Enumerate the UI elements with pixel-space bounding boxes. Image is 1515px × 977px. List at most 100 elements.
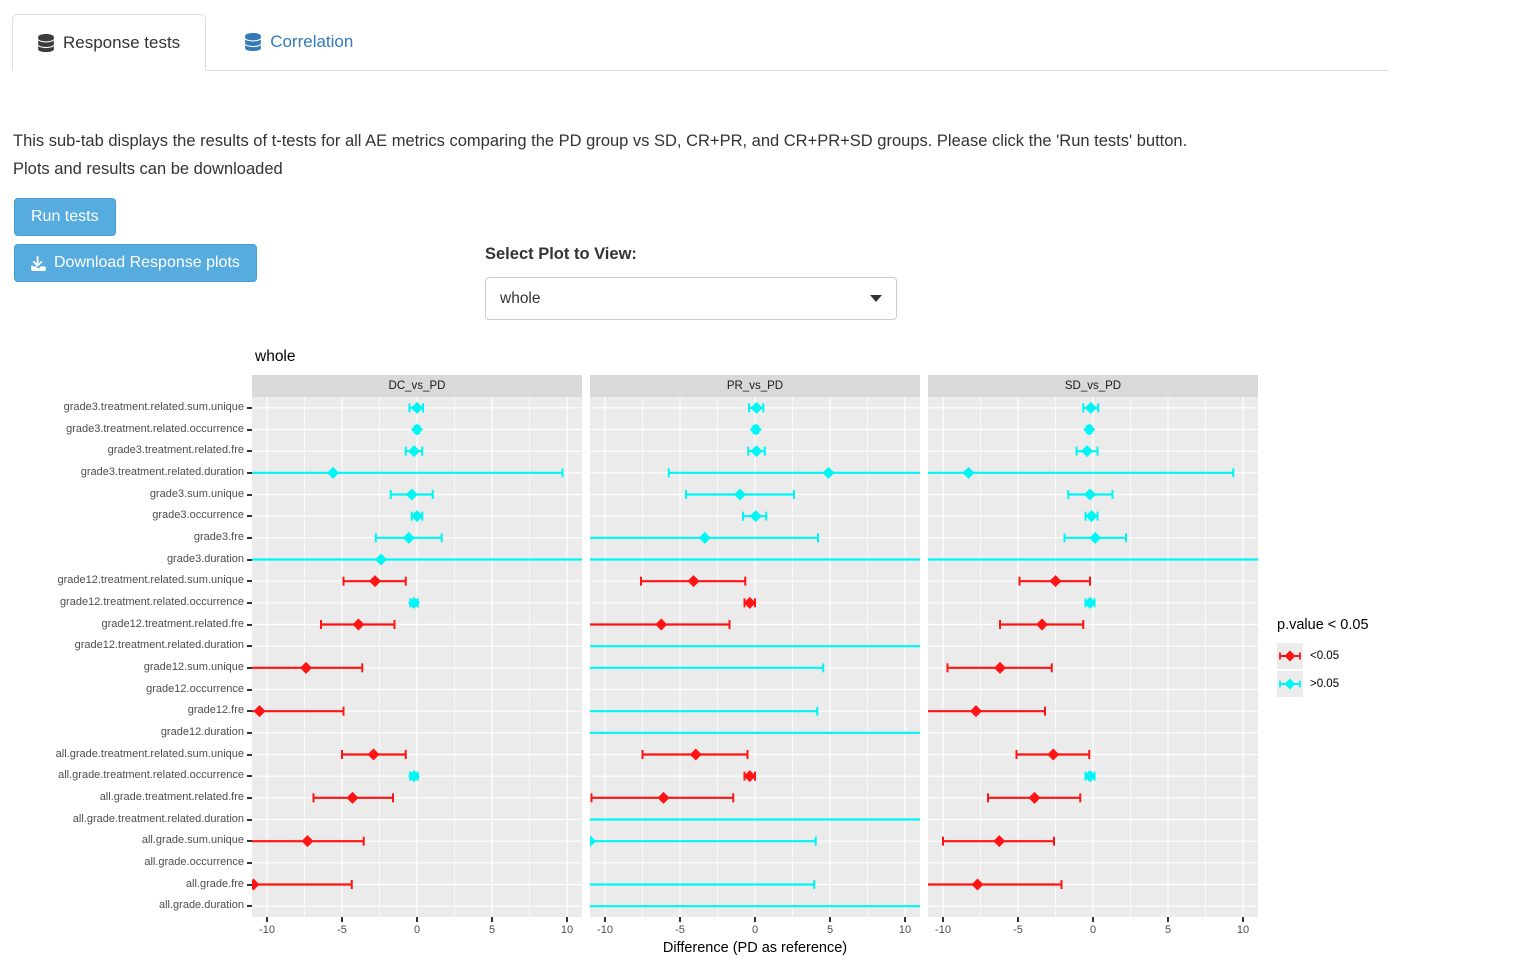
- plot-selector-dropdown[interactable]: whole: [485, 277, 897, 320]
- estimate-diamond: [743, 596, 756, 609]
- legend-key-not-significant: >0.05: [1277, 671, 1369, 697]
- y-axis-label: grade12.treatment.related.duration: [74, 639, 244, 652]
- x-axis-label: 5: [1164, 924, 1172, 936]
- estimate-diamond: [346, 791, 359, 804]
- y-axis-label: grade3.sum.unique: [149, 487, 244, 500]
- y-axis-tick: [247, 645, 252, 648]
- estimate-diamond: [1047, 748, 1060, 761]
- x-axis-tick: [942, 917, 944, 922]
- y-axis-label: grade3.fre: [193, 530, 244, 543]
- estimate-diamond: [411, 401, 423, 414]
- estimate-diamond: [734, 488, 746, 501]
- estimate-diamond: [1036, 618, 1048, 631]
- estimate-diamond: [301, 835, 314, 848]
- subtab-description: This sub-tab displays the results of t-t…: [13, 127, 1403, 183]
- x-axis-tick: [266, 917, 268, 922]
- y-axis-label: all.grade.sum.unique: [141, 834, 244, 847]
- plot-selector-label: Select Plot to View:: [485, 245, 637, 263]
- estimate-diamond: [822, 466, 835, 479]
- estimate-diamond: [1028, 791, 1041, 804]
- estimate-diamond: [1084, 488, 1096, 501]
- tab-label: Correlation: [270, 32, 354, 51]
- x-axis-tick: [904, 917, 906, 922]
- y-axis-label: all.grade.duration: [158, 899, 244, 912]
- y-axis-tick: [247, 406, 252, 409]
- y-axis-tick: [247, 580, 252, 583]
- database-icon: [38, 33, 54, 52]
- y-axis-label: all.grade.treatment.related.sum.unique: [55, 747, 244, 760]
- y-axis-tick: [247, 471, 252, 474]
- description-line-1: This sub-tab displays the results of t-t…: [13, 132, 1188, 150]
- x-axis-tick: [1092, 917, 1094, 922]
- estimate-diamond: [994, 661, 1006, 674]
- estimate-diamond: [971, 878, 984, 891]
- x-axis-label: -10: [259, 924, 275, 936]
- y-axis-tick: [247, 666, 252, 669]
- estimate-diamond: [408, 770, 420, 783]
- estimate-diamond: [970, 705, 982, 718]
- y-axis-tick: [247, 558, 252, 561]
- y-axis-label: grade12.treatment.related.sum.unique: [57, 574, 244, 587]
- facet-panel-DC_vs_PD: [252, 397, 582, 917]
- estimate-diamond: [1083, 423, 1096, 436]
- y-axis-label: grade3.occurrence: [152, 509, 244, 522]
- estimate-diamond: [402, 531, 415, 544]
- y-axis-label: grade12.duration: [160, 725, 244, 738]
- tab-response-tests[interactable]: Response tests: [12, 14, 207, 71]
- y-axis-label: grade3.treatment.related.duration: [80, 465, 244, 478]
- y-axis-tick: [247, 796, 252, 799]
- x-axis-label: -5: [675, 924, 685, 936]
- forest-plot: whole Difference (PD as reference) p.val…: [0, 345, 1400, 973]
- legend-label: >0.05: [1310, 678, 1340, 690]
- y-axis-label: grade12.treatment.related.occurrence: [59, 595, 244, 608]
- estimate-diamond: [749, 510, 762, 523]
- y-axis-tick: [247, 731, 252, 734]
- estimate-diamond: [252, 878, 260, 891]
- y-axis-label: grade12.sum.unique: [143, 660, 244, 673]
- y-axis-tick: [247, 493, 252, 496]
- estimate-diamond: [327, 466, 339, 479]
- x-axis-tick: [829, 917, 831, 922]
- estimate-diamond: [743, 770, 756, 783]
- estimate-diamond: [657, 791, 670, 804]
- y-axis-tick: [247, 428, 252, 431]
- y-axis-label: grade12.occurrence: [146, 682, 244, 695]
- x-axis-tick: [416, 917, 418, 922]
- x-axis-tick: [754, 917, 756, 922]
- estimate-diamond: [962, 466, 975, 479]
- y-axis-label: grade3.treatment.related.sum.unique: [63, 400, 244, 413]
- estimate-diamond: [253, 705, 266, 718]
- y-axis-label: all.grade.treatment.related.duration: [72, 812, 244, 825]
- estimate-diamond: [1085, 510, 1098, 523]
- y-axis-tick: [247, 883, 252, 886]
- estimate-diamond: [689, 748, 702, 761]
- facet-panel-SD_vs_PD: [928, 397, 1258, 917]
- download-label: Download Response plots: [54, 254, 240, 271]
- y-axis-label: all.grade.treatment.related.occurrence: [58, 769, 244, 782]
- download-response-plots-button[interactable]: Download Response plots: [14, 244, 257, 282]
- legend-label: <0.05: [1310, 650, 1340, 662]
- download-icon: [31, 255, 46, 271]
- estimate-diamond: [993, 835, 1006, 848]
- estimate-diamond: [698, 531, 711, 544]
- x-axis-label: 5: [826, 924, 834, 936]
- x-axis-label: 10: [560, 924, 574, 936]
- estimate-diamond: [369, 575, 381, 588]
- x-axis-label: -10: [597, 924, 613, 936]
- y-axis-label: grade12.treatment.related.fre: [101, 617, 244, 630]
- y-axis-tick: [247, 710, 252, 713]
- tab-correlation[interactable]: Correlation: [220, 14, 378, 70]
- estimate-diamond: [411, 423, 423, 436]
- x-axis-tick: [1017, 917, 1019, 922]
- x-axis-tick: [341, 917, 343, 922]
- estimate-diamond: [1084, 596, 1096, 609]
- estimate-diamond: [411, 510, 423, 523]
- estimate-diamond: [655, 618, 668, 631]
- run-tests-button[interactable]: Run tests: [14, 198, 116, 236]
- x-axis-label: 0: [1089, 924, 1097, 936]
- x-axis-label: 10: [1236, 924, 1250, 936]
- estimate-diamond: [750, 445, 763, 458]
- y-axis-label: all.grade.occurrence: [144, 855, 244, 868]
- x-axis-tick: [679, 917, 681, 922]
